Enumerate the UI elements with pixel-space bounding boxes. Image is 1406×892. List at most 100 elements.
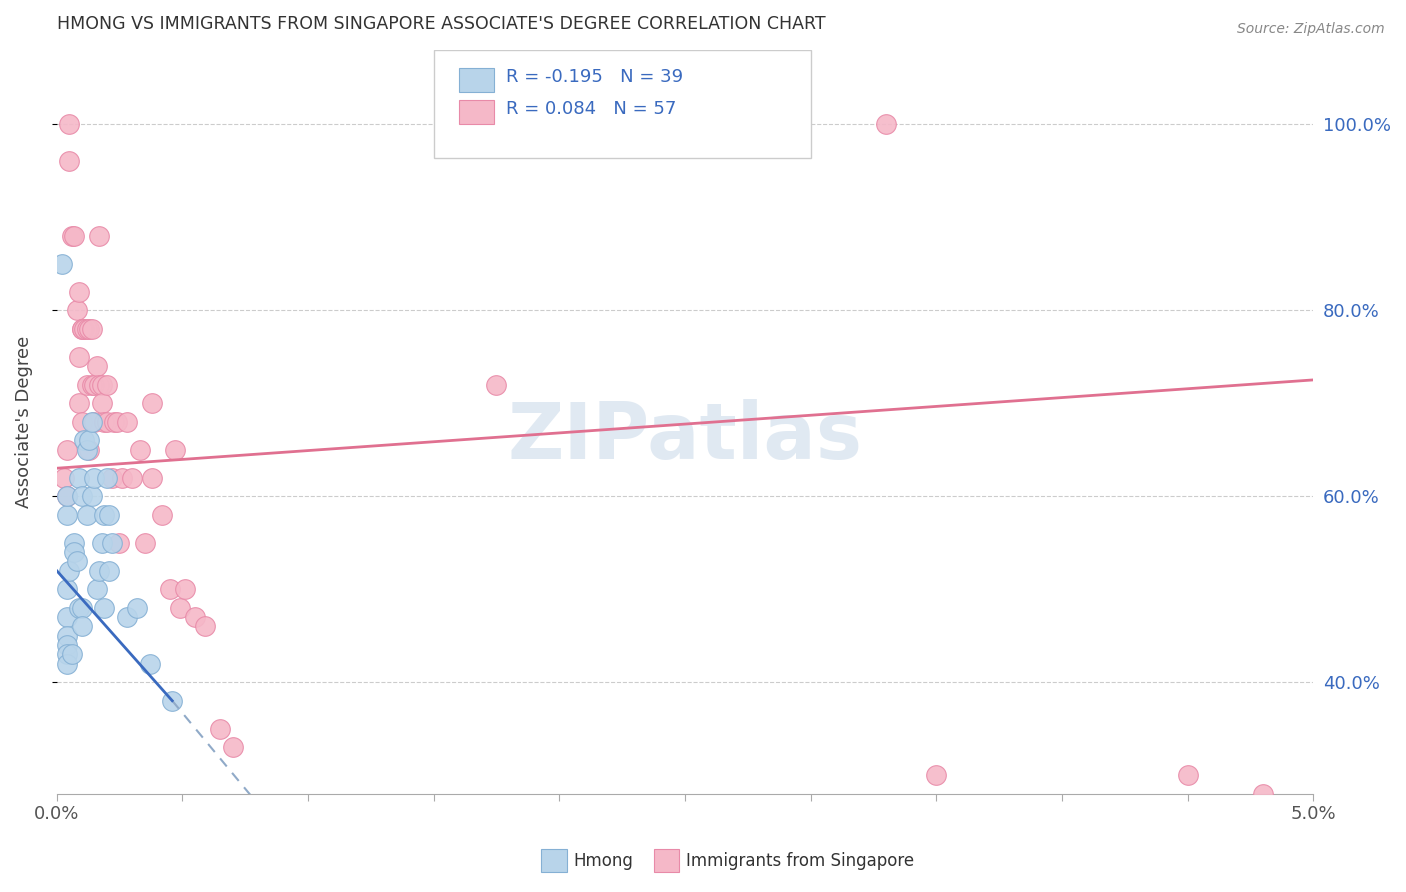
Point — [138, 657, 160, 671]
Point — [101, 470, 124, 484]
Point — [93, 600, 115, 615]
Point — [90, 396, 112, 410]
FancyBboxPatch shape — [433, 50, 811, 158]
Point — [105, 415, 128, 429]
Text: Source: ZipAtlas.com: Source: ZipAtlas.com — [1237, 22, 1385, 37]
Point — [70, 322, 93, 336]
Point — [184, 610, 207, 624]
Point — [599, 117, 621, 131]
Point — [70, 619, 93, 633]
Point — [89, 564, 111, 578]
Point — [55, 489, 77, 503]
Point — [60, 228, 83, 243]
Point — [160, 694, 183, 708]
Point — [67, 600, 90, 615]
Point — [90, 377, 112, 392]
Point — [89, 228, 111, 243]
Point — [58, 117, 80, 131]
Point — [86, 359, 108, 373]
Point — [150, 508, 173, 522]
Point — [208, 722, 231, 736]
Text: R = -0.195   N = 39: R = -0.195 N = 39 — [506, 69, 683, 87]
Point — [73, 322, 96, 336]
Point — [115, 610, 138, 624]
Point — [83, 470, 105, 484]
Point — [67, 396, 90, 410]
FancyBboxPatch shape — [458, 69, 494, 92]
Point — [96, 377, 118, 392]
Point — [67, 350, 90, 364]
FancyBboxPatch shape — [458, 101, 494, 124]
Point — [55, 442, 77, 457]
Point — [128, 442, 150, 457]
Point — [60, 647, 83, 661]
Point — [63, 535, 86, 549]
Point — [96, 415, 118, 429]
Point — [63, 545, 86, 559]
Point — [55, 638, 77, 652]
Text: HMONG VS IMMIGRANTS FROM SINGAPORE ASSOCIATE'S DEGREE CORRELATION CHART: HMONG VS IMMIGRANTS FROM SINGAPORE ASSOC… — [56, 15, 825, 33]
Point — [55, 657, 77, 671]
Point — [1177, 768, 1199, 782]
Point — [98, 564, 121, 578]
Point — [70, 322, 93, 336]
Text: Immigrants from Singapore: Immigrants from Singapore — [686, 852, 914, 870]
Point — [83, 377, 105, 392]
Point — [1251, 787, 1274, 801]
Point — [66, 554, 89, 568]
Point — [108, 535, 131, 549]
Point — [93, 508, 115, 522]
Point — [55, 582, 77, 596]
Point — [55, 508, 77, 522]
Point — [111, 470, 134, 484]
Point — [221, 740, 243, 755]
Point — [159, 582, 181, 596]
Point — [76, 442, 98, 457]
Point — [76, 322, 98, 336]
Point — [70, 415, 93, 429]
Point — [58, 564, 80, 578]
Text: ZIPatlas: ZIPatlas — [508, 399, 862, 475]
Point — [79, 322, 101, 336]
Point — [134, 535, 156, 549]
Point — [80, 415, 103, 429]
Point — [115, 415, 138, 429]
Point — [55, 629, 77, 643]
Point — [73, 434, 96, 448]
Point — [80, 377, 103, 392]
Point — [55, 489, 77, 503]
Point — [66, 303, 89, 318]
Point — [98, 508, 121, 522]
Point — [51, 257, 73, 271]
Point — [875, 117, 897, 131]
Text: Hmong: Hmong — [574, 852, 634, 870]
Point — [141, 470, 163, 484]
Point — [485, 377, 508, 392]
Point — [90, 535, 112, 549]
Point — [67, 285, 90, 299]
Point — [70, 600, 93, 615]
Point — [58, 154, 80, 169]
Point — [141, 396, 163, 410]
Point — [93, 415, 115, 429]
Point — [173, 582, 195, 596]
Point — [96, 470, 118, 484]
Point — [86, 582, 108, 596]
Point — [53, 470, 76, 484]
Point — [125, 600, 148, 615]
Point — [101, 535, 124, 549]
Point — [83, 415, 105, 429]
Y-axis label: Associate's Degree: Associate's Degree — [15, 335, 32, 508]
Point — [194, 619, 217, 633]
Point — [76, 377, 98, 392]
Text: R = 0.084   N = 57: R = 0.084 N = 57 — [506, 100, 676, 119]
Point — [76, 508, 98, 522]
Point — [70, 489, 93, 503]
Point — [79, 442, 101, 457]
Point — [169, 600, 191, 615]
Point — [55, 647, 77, 661]
Point — [103, 415, 125, 429]
Point — [163, 442, 186, 457]
Point — [67, 470, 90, 484]
Point — [925, 768, 948, 782]
